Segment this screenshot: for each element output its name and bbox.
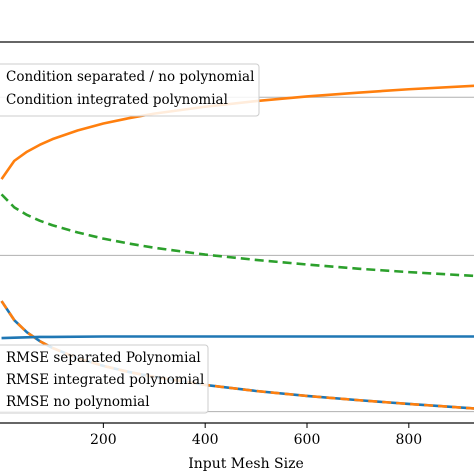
- x-tick-label-1: 400: [192, 432, 219, 448]
- x-tick-label-3: 800: [395, 432, 422, 448]
- legend-bottom-entry-1: RMSE separated Polynomial: [6, 350, 201, 366]
- x-axis-label: Input Mesh Size: [188, 456, 304, 472]
- series-line-0: [0, 84, 474, 180]
- series-line-1: [0, 193, 474, 278]
- series-line-4: [1, 335, 474, 340]
- legend-top-entry-1: Condition separated / no polynomial: [6, 69, 254, 85]
- plot-frame: [0, 41, 474, 424]
- legend-top-entry-2: Condition integrated polynomial: [6, 92, 228, 108]
- legend-top-box: [0, 63, 260, 117]
- series-line-3: [0, 300, 474, 410]
- legend-bottom-box: [0, 344, 209, 414]
- legend-top: Condition separated / no polynomial Cond…: [0, 63, 260, 117]
- x-tick-label-2: 600: [294, 432, 321, 448]
- legend-bottom: RMSE separated Polynomial RMSE integrate…: [0, 344, 209, 414]
- x-ticks: 200 400 600 800: [90, 423, 422, 448]
- legend-bottom-entry-3: RMSE no polynomial: [6, 394, 150, 410]
- x-tick-label-0: 200: [90, 432, 117, 448]
- legend-bottom-entry-2: RMSE integrated polynomial: [6, 372, 204, 388]
